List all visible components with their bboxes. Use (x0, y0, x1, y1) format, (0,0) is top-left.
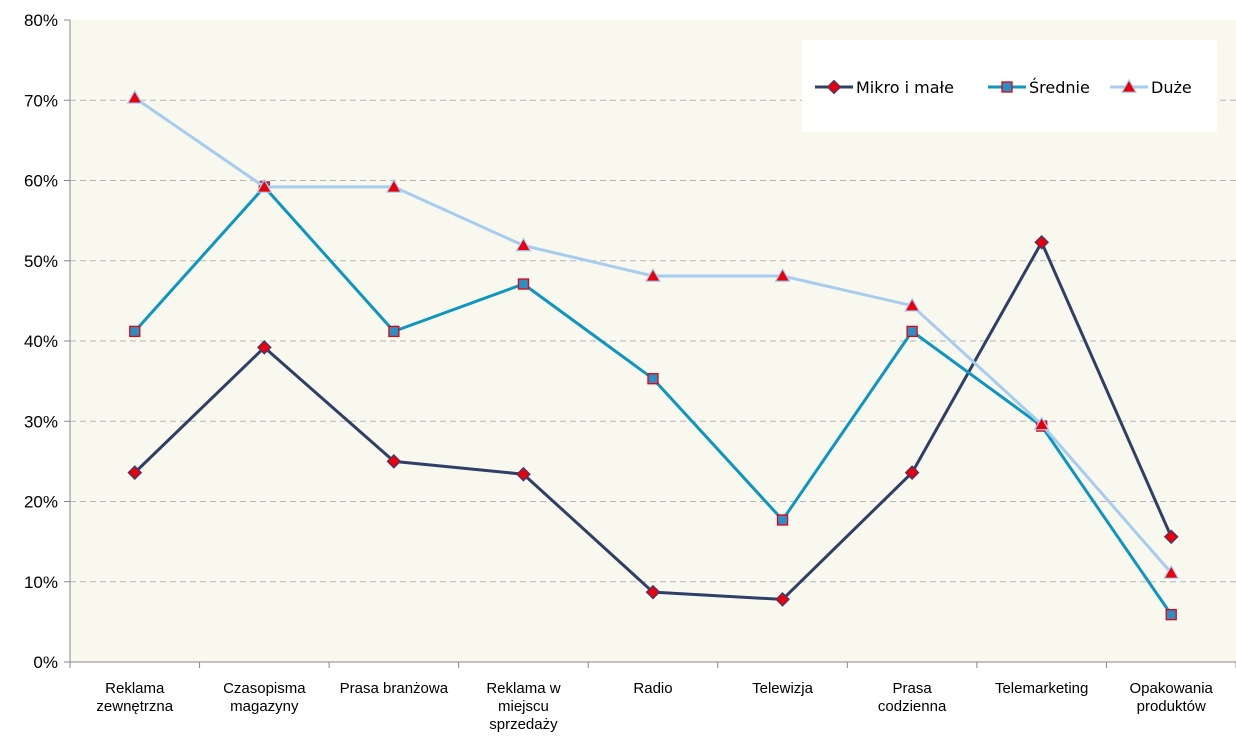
data-point (645, 584, 661, 600)
y-tick-label: 80% (24, 11, 58, 30)
y-tick-label: 40% (24, 332, 58, 351)
data-point (1163, 529, 1179, 545)
data-point (1163, 564, 1180, 579)
data-point (126, 89, 143, 104)
x-tick-label-line: Radio (633, 680, 672, 697)
legend-item: Mikro i małe (815, 78, 954, 97)
x-tick-label-line: Czasopisma (223, 680, 306, 697)
legend-label: Średnie (1029, 78, 1090, 97)
data-point (1033, 416, 1050, 431)
data-point (256, 178, 273, 193)
y-tick-label: 10% (24, 573, 58, 592)
legend-item: Duże (1110, 78, 1192, 97)
x-tick-label-line: codzienna (878, 698, 947, 715)
data-point (904, 465, 920, 480)
data-point (515, 237, 532, 252)
data-point (906, 325, 918, 338)
x-tick-label-line: Opakowania (1130, 680, 1214, 697)
data-point (127, 465, 143, 480)
x-tick-label-line: Prasa branżowa (340, 680, 449, 697)
x-tick-label: Reklama w miejscu sprzedaży (486, 680, 560, 733)
series-2 (129, 181, 1177, 621)
axes (64, 19, 1236, 668)
data-point (1165, 609, 1177, 621)
x-tick-label: Reklama zewnętrzna (96, 680, 173, 715)
data-point (775, 592, 790, 607)
y-tick-label: 50% (24, 252, 58, 271)
data-point (129, 325, 141, 338)
x-tick-label-line: magazyny (230, 698, 299, 715)
data-point (776, 514, 789, 526)
x-tick-label: Radio (633, 680, 672, 697)
legend-item: Średnie (988, 78, 1090, 97)
legend-marker (826, 79, 842, 95)
x-tick-label-line: Reklama w (486, 680, 560, 697)
y-tick-label: 30% (24, 412, 58, 431)
x-tick-label-line: miejscu (498, 698, 549, 715)
x-tick-label-line: Prasa (893, 680, 933, 697)
x-tick-label-line: Telemarketing (995, 680, 1088, 697)
x-tick-label: Telewizja (752, 680, 814, 697)
x-tick-label: Prasa codzienna (878, 680, 947, 715)
data-point (385, 178, 402, 193)
data-point (517, 278, 530, 290)
data-point (388, 325, 400, 338)
legend-marker (1120, 78, 1138, 93)
data-point (1034, 234, 1050, 250)
legend: Mikro i małe Średnie Duże (802, 40, 1217, 132)
data-point (386, 454, 402, 469)
x-tick-label-line: sprzedaży (489, 716, 558, 733)
y-tick-label: 20% (24, 493, 58, 512)
x-tick-label-line: Telewizja (752, 680, 814, 697)
x-tick-labels: Reklama zewnętrzna Czasopisma magazyny Prasa… (96, 680, 1213, 733)
x-tick-label: Prasa branżowa (340, 680, 449, 697)
x-tick-label: Czasopisma magazyny (223, 680, 306, 715)
y-tick-label: 70% (24, 91, 58, 110)
series-1 (127, 234, 1179, 607)
data-point (774, 267, 791, 282)
legend-label: Duże (1151, 78, 1192, 97)
x-tick-label-line: produktów (1137, 698, 1206, 715)
x-tick-label: Telemarketing (995, 680, 1088, 697)
data-point (256, 340, 272, 355)
series-group (126, 89, 1180, 621)
x-tick-label: Opakowania produktów (1130, 680, 1214, 715)
y-tick-label: 60% (24, 172, 58, 191)
data-point (644, 267, 662, 282)
legend-marker (1001, 81, 1013, 93)
x-tick-label-line: zewnętrzna (96, 698, 173, 715)
x-tick-label-line: Reklama (105, 680, 165, 697)
legend-label: Mikro i małe (856, 78, 954, 97)
data-point (904, 297, 921, 312)
series-3 (126, 89, 1180, 579)
data-point (647, 373, 659, 385)
y-tick-label: 0% (33, 653, 58, 672)
y-tick-labels: 0% 10% 20% 30% 40% 50% 60% 70% 80% (24, 11, 58, 672)
data-point (516, 466, 531, 482)
